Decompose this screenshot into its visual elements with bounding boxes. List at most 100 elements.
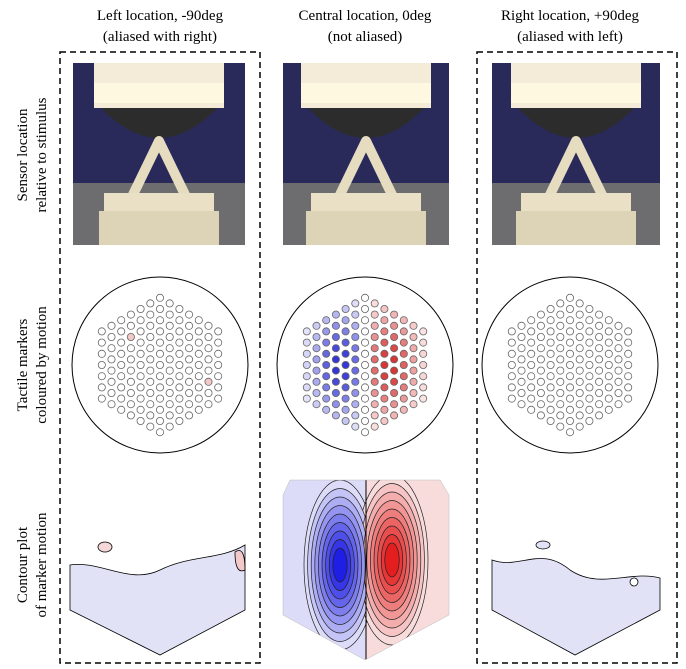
marker xyxy=(165,422,174,431)
marker xyxy=(136,338,145,347)
marker xyxy=(204,355,213,364)
marker xyxy=(595,310,604,319)
marker xyxy=(322,394,331,403)
marker xyxy=(351,366,360,375)
marker xyxy=(331,366,340,375)
marker xyxy=(614,355,623,364)
marker xyxy=(117,349,126,358)
row-label: relative to stimulus xyxy=(34,97,50,212)
marker xyxy=(155,405,164,414)
column-title: (not aliased) xyxy=(328,29,403,45)
marker xyxy=(546,360,555,369)
marker xyxy=(194,405,203,414)
marker xyxy=(575,310,584,319)
marker xyxy=(97,394,106,403)
marker xyxy=(527,360,536,369)
marker xyxy=(360,304,369,313)
marker xyxy=(517,388,526,397)
marker xyxy=(527,383,536,392)
marker xyxy=(546,405,555,414)
marker xyxy=(575,400,584,409)
marker xyxy=(575,366,584,375)
marker xyxy=(155,316,164,325)
column-title: Left location, -90deg xyxy=(97,8,224,24)
marker xyxy=(146,388,155,397)
marker xyxy=(146,377,155,386)
marker xyxy=(556,321,565,330)
marker xyxy=(585,360,594,369)
marker xyxy=(585,372,594,381)
marker xyxy=(419,394,428,403)
marker xyxy=(351,299,360,308)
marker xyxy=(165,321,174,330)
marker xyxy=(614,400,623,409)
marker xyxy=(380,304,389,313)
marker xyxy=(107,321,116,330)
marker xyxy=(604,316,613,325)
panels: Left location, -90deg (aliased with right… xyxy=(15,8,661,661)
contour-blob xyxy=(629,577,639,587)
marker xyxy=(322,327,331,336)
marker xyxy=(107,366,116,375)
marker xyxy=(536,355,545,364)
marker xyxy=(360,293,369,302)
marker xyxy=(556,344,565,353)
marker xyxy=(117,394,126,403)
marker xyxy=(136,349,145,358)
marker xyxy=(380,416,389,425)
photo xyxy=(283,63,449,245)
marker xyxy=(507,360,516,369)
contour-level xyxy=(332,547,348,583)
marker xyxy=(507,383,516,392)
marker xyxy=(185,332,194,341)
marker xyxy=(341,304,350,313)
stand-top xyxy=(104,193,214,213)
marker xyxy=(546,327,555,336)
marker xyxy=(165,310,174,319)
row-label: of marker motion xyxy=(34,512,50,617)
marker xyxy=(536,388,545,397)
marker xyxy=(146,299,155,308)
marker xyxy=(380,405,389,414)
marker xyxy=(185,366,194,375)
marker xyxy=(575,388,584,397)
marker xyxy=(312,332,321,341)
marker xyxy=(136,327,145,336)
marker xyxy=(136,316,145,325)
marker xyxy=(624,360,633,369)
stimulus xyxy=(124,136,194,206)
marker xyxy=(312,377,321,386)
marker xyxy=(107,344,116,353)
stand-top xyxy=(311,193,421,213)
marker xyxy=(351,422,360,431)
marker xyxy=(175,360,184,369)
marker xyxy=(331,344,340,353)
marker xyxy=(517,332,526,341)
marker xyxy=(117,383,126,392)
marker xyxy=(331,321,340,330)
marker xyxy=(370,299,379,308)
marker xyxy=(117,360,126,369)
marker xyxy=(351,332,360,341)
marker xyxy=(399,349,408,358)
marker xyxy=(331,388,340,397)
marker xyxy=(360,360,369,369)
marker xyxy=(126,400,135,409)
marker xyxy=(370,355,379,364)
contour-central xyxy=(283,480,449,660)
marker xyxy=(614,388,623,397)
marker xyxy=(341,394,350,403)
marker xyxy=(175,304,184,313)
marker xyxy=(126,310,135,319)
marker xyxy=(165,332,174,341)
marker xyxy=(136,304,145,313)
marker xyxy=(536,310,545,319)
sensor-outline xyxy=(481,276,659,454)
marker xyxy=(360,428,369,437)
marker xyxy=(341,349,350,358)
marker xyxy=(390,377,399,386)
marker xyxy=(380,394,389,403)
marker xyxy=(409,388,418,397)
marker xyxy=(517,400,526,409)
marker xyxy=(604,372,613,381)
